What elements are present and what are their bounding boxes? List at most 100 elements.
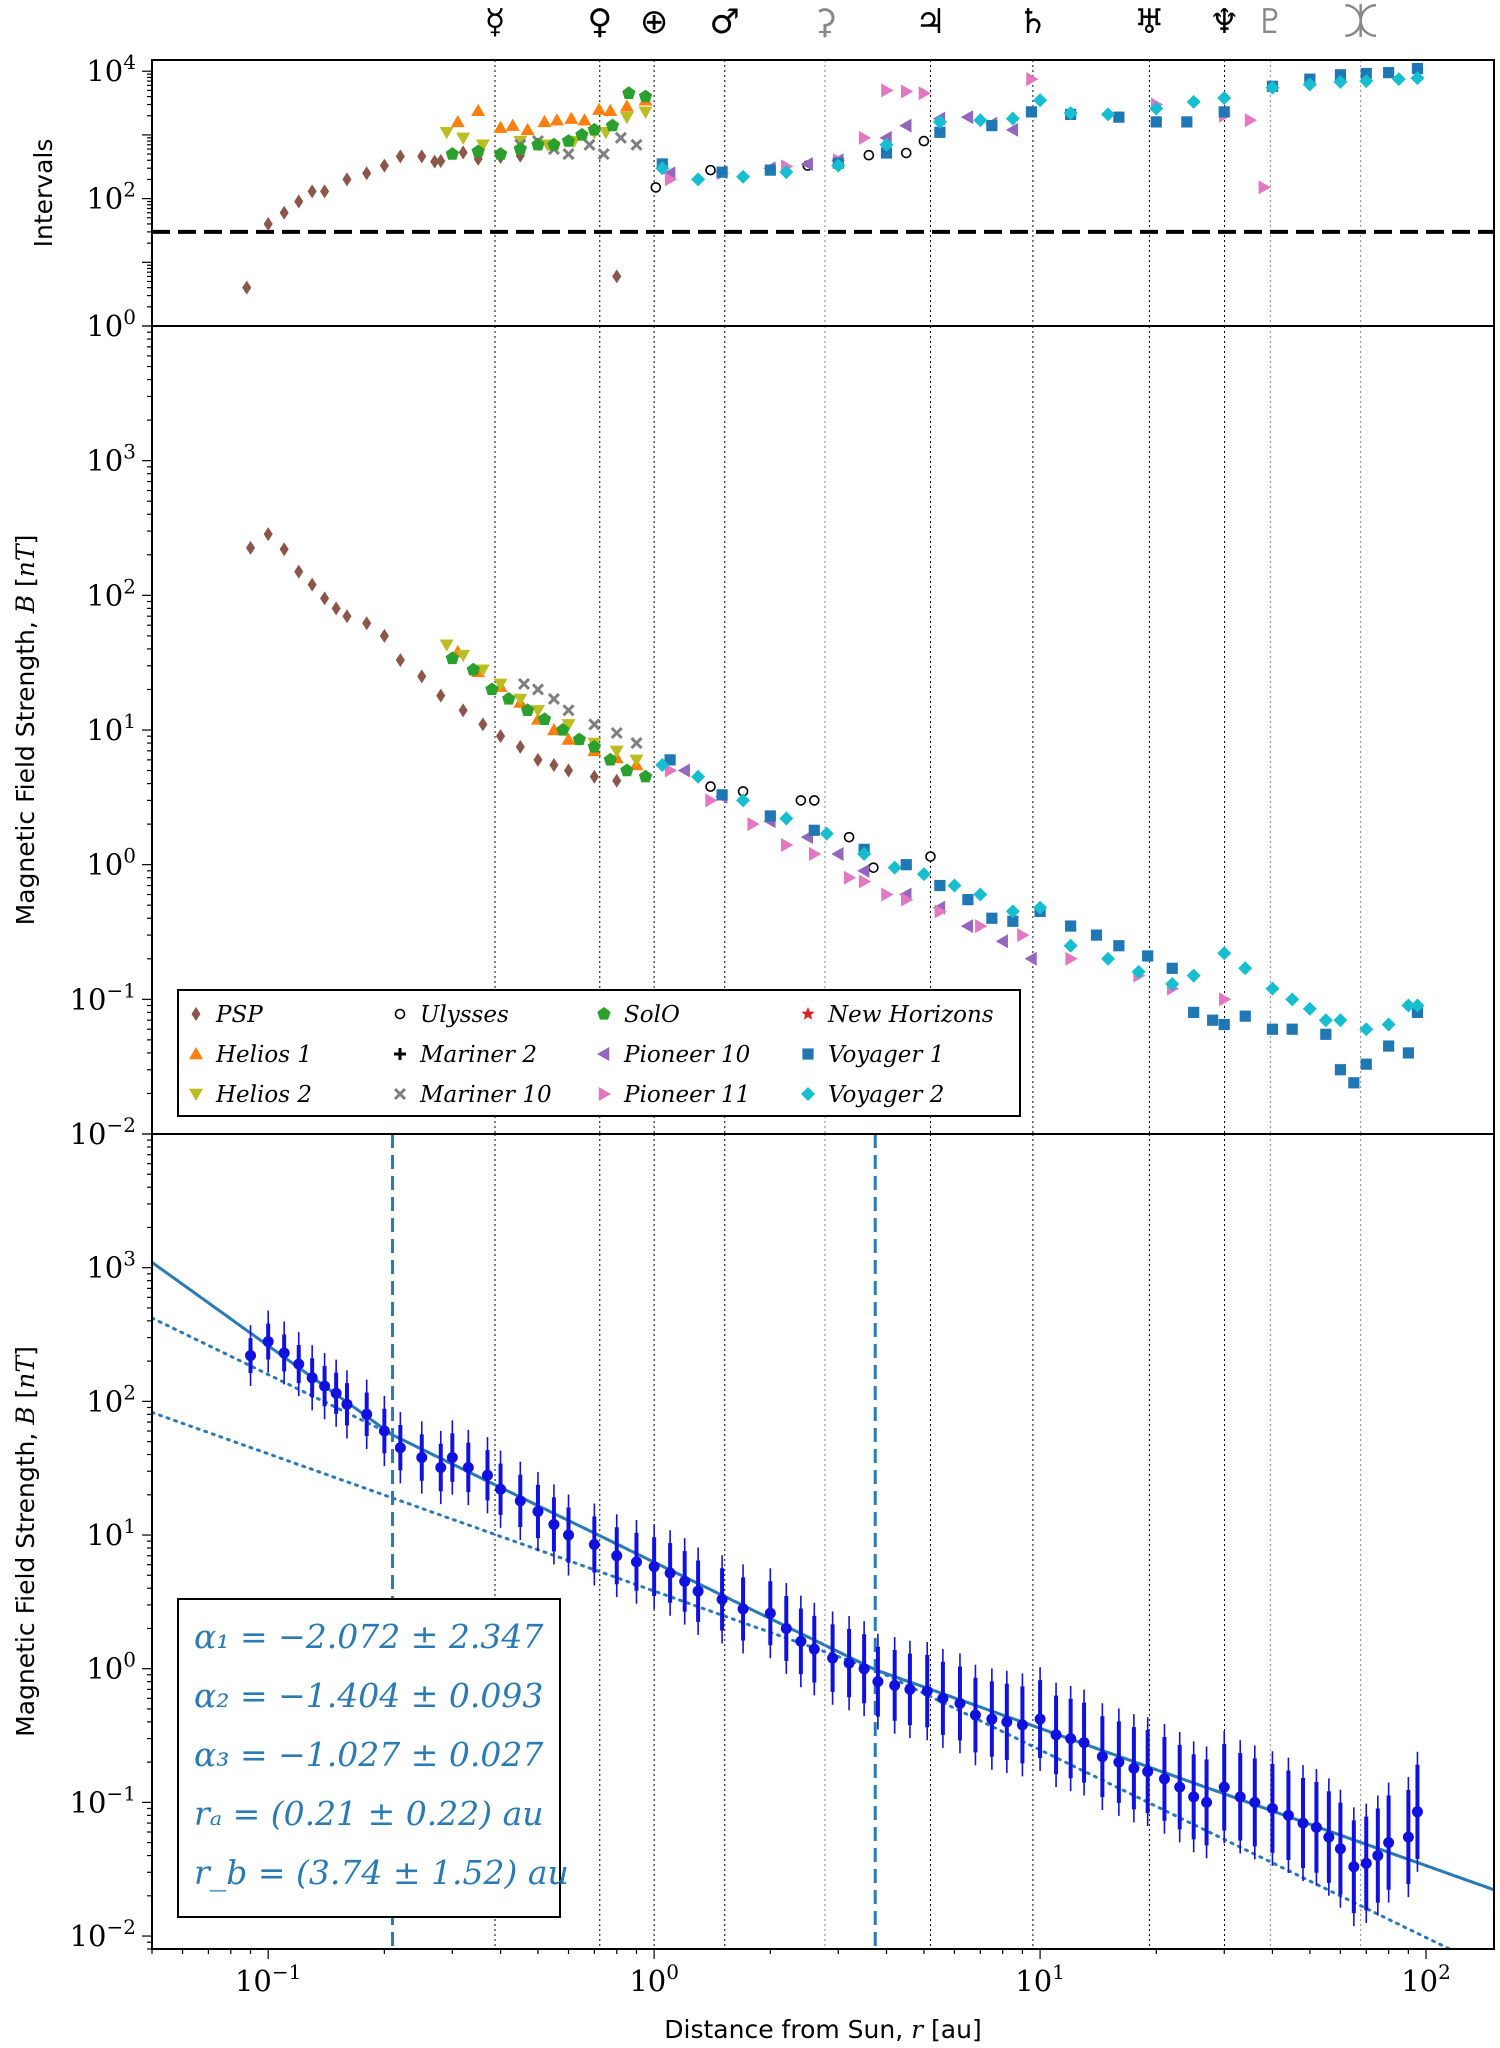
point-voyager-2 <box>1238 961 1253 976</box>
legend-label-ulysses: Ulysses <box>420 1002 509 1028</box>
point-voyager-1 <box>1334 69 1347 81</box>
point-voyager-2 <box>1186 968 1201 983</box>
binned-point <box>245 1350 257 1362</box>
fit-panel: 10−2 10−1 100 101 102 103 Magnetic Field Stren… <box>11 1133 1495 1953</box>
point-pioneer-10 <box>800 156 813 171</box>
point-voyager-1 <box>1383 67 1395 79</box>
binned-point <box>889 1679 901 1691</box>
point-ulysses <box>843 831 855 843</box>
point-voyager-1 <box>664 754 676 766</box>
binned-point <box>1310 1821 1322 1833</box>
binned-point <box>1078 1737 1090 1749</box>
binned-point <box>1334 1843 1346 1855</box>
point-voyager-2 <box>819 826 834 841</box>
point-solo <box>493 147 508 160</box>
binned-point <box>1383 1837 1395 1849</box>
point-pioneer-10 <box>1005 122 1019 137</box>
legend-marker-voyager-1 <box>802 1048 814 1060</box>
point-pioneer-11 <box>900 84 914 99</box>
point-voyager-2 <box>1359 1022 1374 1037</box>
legend-marker-mariner-2 <box>394 1048 406 1060</box>
point-psp <box>307 577 317 592</box>
y-tick-label: 101 <box>86 1514 136 1552</box>
point-helios-1 <box>493 120 508 133</box>
point-pioneer-11 <box>809 847 822 862</box>
point-solo <box>547 137 561 151</box>
planet-symbol-venus: ♀ <box>587 2 612 42</box>
point-mariner-10 <box>597 148 610 161</box>
binned-point <box>872 1676 884 1688</box>
binned-point <box>611 1550 623 1562</box>
point-pioneer-11 <box>881 83 894 98</box>
point-helios-2 <box>561 719 576 732</box>
point-pioneer-11 <box>858 874 872 889</box>
point-psp <box>294 194 304 209</box>
point-pioneer-10 <box>677 763 690 778</box>
magnetic-field-panel: 10−2 10−1 100 101 102 103 Magnetic Field Stren… <box>11 325 1495 1151</box>
point-pioneer-11 <box>1244 113 1258 128</box>
legend-marker-solo <box>597 1007 611 1020</box>
point-voyager-1 <box>1239 1010 1251 1022</box>
point-voyager-2 <box>973 887 988 902</box>
binned-point <box>692 1585 704 1597</box>
point-pioneer-11 <box>1065 951 1078 966</box>
binned-point <box>306 1372 318 1384</box>
binned-point <box>795 1635 807 1647</box>
point-voyager-2 <box>1005 111 1020 126</box>
point-voyager-2 <box>655 161 670 176</box>
point-voyager-2 <box>1285 992 1300 1007</box>
point-mariner-10 <box>630 138 643 151</box>
point-pioneer-10 <box>960 919 974 934</box>
legend-marker-ulysses <box>394 1008 406 1020</box>
y-tick-label: 100 <box>86 305 136 343</box>
binned-point <box>1402 1831 1414 1843</box>
legend-label-voyager-2: Voyager 2 <box>828 1082 944 1108</box>
point-voyager-1 <box>1007 915 1019 927</box>
point-ulysses <box>705 781 716 792</box>
point-voyager-1 <box>1207 1014 1219 1026</box>
point-psp <box>589 769 599 784</box>
point-ulysses <box>650 182 662 193</box>
point-pioneer-10 <box>899 118 912 133</box>
binned-point <box>827 1652 839 1664</box>
binned-point <box>954 1697 966 1709</box>
point-voyager-1 <box>1025 106 1038 118</box>
point-voyager-1 <box>934 879 946 892</box>
legend-label-pioneer-10: Pioneer 10 <box>623 1042 750 1068</box>
point-helios-2 <box>530 705 545 718</box>
point-voyager-2 <box>1101 951 1116 966</box>
point-voyager-1 <box>1402 1047 1414 1059</box>
binned-point <box>394 1442 406 1454</box>
x-tick-label: 10−1 <box>235 1960 301 1998</box>
binned-point <box>514 1495 526 1507</box>
fit-ylabel: Magnetic Field Strength, B [nT] <box>11 1346 40 1737</box>
point-psp <box>478 717 488 732</box>
point-voyager-2 <box>1318 1013 1333 1028</box>
point-voyager-1 <box>1360 67 1372 80</box>
point-helios-1 <box>619 99 634 112</box>
binned-point <box>1113 1756 1125 1768</box>
point-pioneer-10 <box>857 863 870 878</box>
binned-point <box>588 1538 600 1550</box>
binned-point <box>1096 1751 1108 1763</box>
point-voyager-2 <box>736 169 751 184</box>
point-psp <box>533 752 543 767</box>
y-tick-label: 102 <box>86 574 136 612</box>
point-psp <box>430 154 440 169</box>
point-psp <box>342 172 352 187</box>
point-voyager-2 <box>1333 1013 1348 1028</box>
point-voyager-2 <box>1359 74 1374 89</box>
point-psp <box>417 669 427 684</box>
binned-point <box>679 1575 691 1587</box>
point-solo <box>513 142 527 155</box>
point-helios-1 <box>450 114 465 128</box>
binned-point <box>808 1643 820 1655</box>
intervals-ylabel: Intervals <box>29 139 58 248</box>
binned-point <box>1016 1719 1028 1731</box>
binned-point <box>1188 1791 1200 1803</box>
y-tick-label: 102 <box>86 1380 136 1418</box>
point-solo <box>520 703 535 716</box>
point-ulysses <box>868 862 879 873</box>
point-pioneer-11 <box>1258 180 1271 195</box>
point-psp <box>279 542 289 557</box>
